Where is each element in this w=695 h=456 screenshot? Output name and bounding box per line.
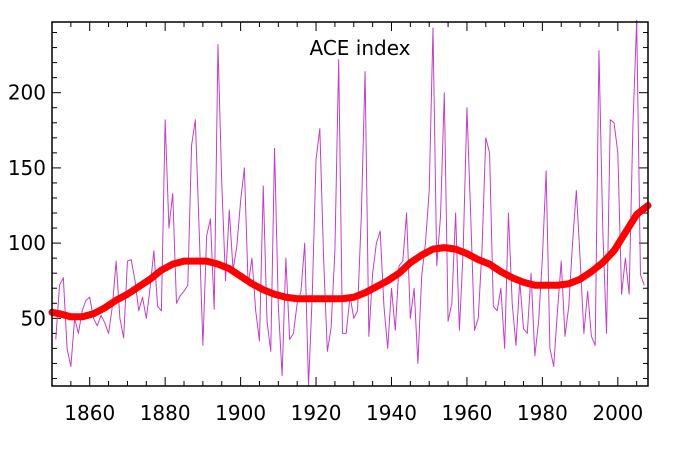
axis-ticks <box>51 22 648 386</box>
tick-labels: 1860 1880 1900 1920 1940 1960 1980 2000 50 100 150… <box>8 81 643 425</box>
smoothed-series-layer <box>48 202 652 321</box>
x-tick-label: 1920 <box>291 401 342 425</box>
y-tick-label: 150 <box>8 156 46 180</box>
y-tick-label: 50 <box>21 306 46 330</box>
x-tick-label: 2000 <box>592 401 643 425</box>
y-tick-label: 200 <box>8 81 46 105</box>
x-tick-label: 1960 <box>441 401 492 425</box>
smoothed-ace-line <box>48 202 652 321</box>
chart-title: ACE index <box>309 36 410 60</box>
x-tick-label: 1940 <box>366 401 417 425</box>
x-tick-label: 1900 <box>215 401 266 425</box>
x-tick-label: 1980 <box>517 401 568 425</box>
x-tick-label: 1860 <box>64 401 115 425</box>
plot-frame <box>51 21 649 387</box>
x-tick-label: 1880 <box>140 401 191 425</box>
y-tick-label: 100 <box>8 231 46 255</box>
